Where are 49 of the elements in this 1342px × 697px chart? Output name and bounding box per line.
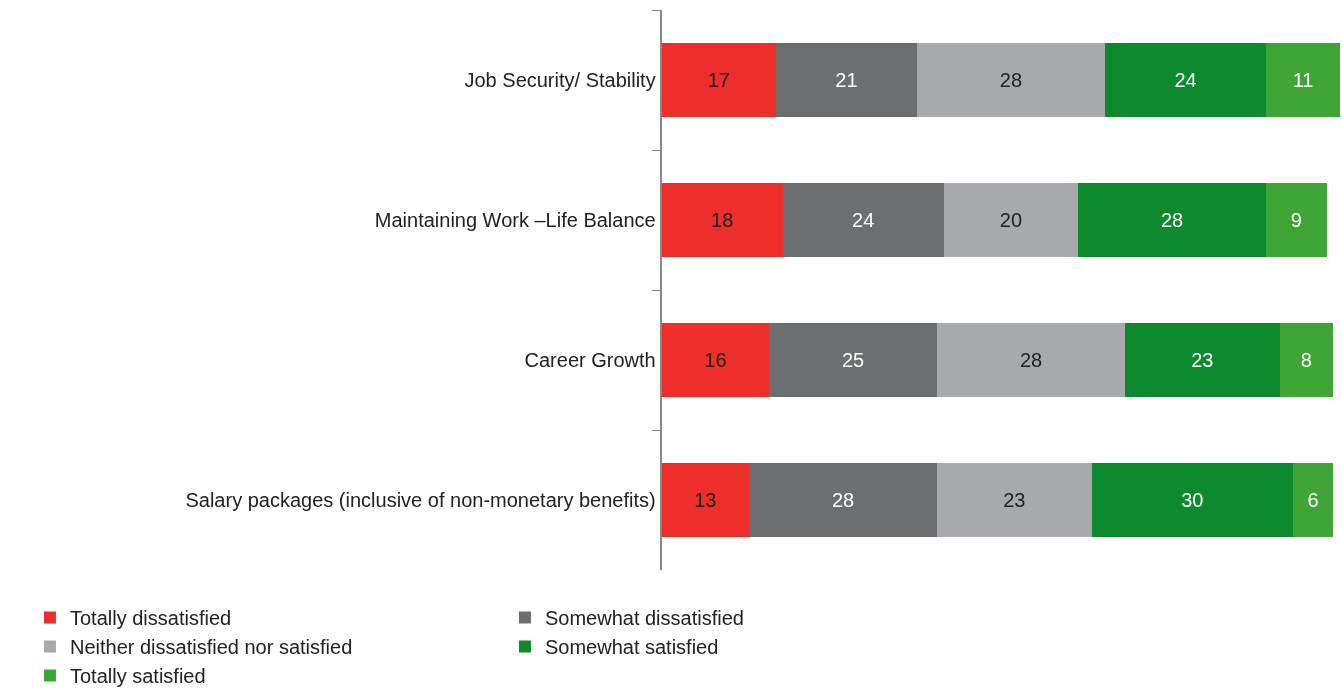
data-label: 28 xyxy=(831,489,855,511)
data-label: 11 xyxy=(1292,69,1314,91)
data-label: 30 xyxy=(1181,489,1204,511)
bar xyxy=(661,42,776,118)
data-label: 28 xyxy=(1019,349,1043,371)
data-label: 6 xyxy=(1307,489,1319,511)
bar xyxy=(943,182,1079,258)
data-label: 24 xyxy=(852,209,875,231)
y-tick-label: Salary packages (inclusive of non-monetary benefits) xyxy=(185,489,656,511)
data-label: 16 xyxy=(704,349,727,371)
data-label: 23 xyxy=(1191,349,1214,371)
data-label: 28 xyxy=(1160,209,1184,231)
y-tick-label: Job Security/ Stability xyxy=(464,69,656,91)
data-label: 8 xyxy=(1300,349,1312,371)
bar xyxy=(749,462,938,538)
bar xyxy=(937,322,1126,398)
data-label: 20 xyxy=(999,209,1023,231)
data-label: 24 xyxy=(1174,69,1197,91)
bar xyxy=(1125,322,1280,398)
legend-label: Totally dissatisfied xyxy=(69,607,232,630)
data-label: 25 xyxy=(841,349,865,371)
data-label: 13 xyxy=(694,489,717,511)
legend-label: Somewhat satisfied xyxy=(544,636,719,659)
bar xyxy=(1104,42,1267,118)
legend-label: Totally satisfied xyxy=(69,665,206,688)
y-tick-label: Maintaining Work –Life Balance xyxy=(374,209,656,231)
bar xyxy=(1091,462,1293,538)
legend-label: Neither dissatisfied nor satisfied xyxy=(69,636,353,659)
bar xyxy=(661,462,750,538)
data-label: 18 xyxy=(711,209,734,231)
data-label: 9 xyxy=(1290,209,1302,231)
bar xyxy=(1266,42,1340,118)
bar xyxy=(661,182,783,258)
data-label: 23 xyxy=(1003,489,1026,511)
bar xyxy=(1279,322,1334,398)
bar xyxy=(1292,462,1334,538)
legend-label: Somewhat dissatisfied xyxy=(544,607,744,630)
data-label: 28 xyxy=(999,69,1023,91)
bar xyxy=(937,462,1092,538)
data-label: 21 xyxy=(835,69,858,91)
data-label: 17 xyxy=(707,69,730,91)
bar xyxy=(661,322,770,398)
bar xyxy=(1266,182,1327,258)
y-tick-label: Career Growth xyxy=(524,349,656,371)
bar xyxy=(782,182,944,258)
bar xyxy=(916,42,1105,118)
bar xyxy=(775,42,917,118)
bar xyxy=(769,322,938,398)
bar xyxy=(1078,182,1267,258)
